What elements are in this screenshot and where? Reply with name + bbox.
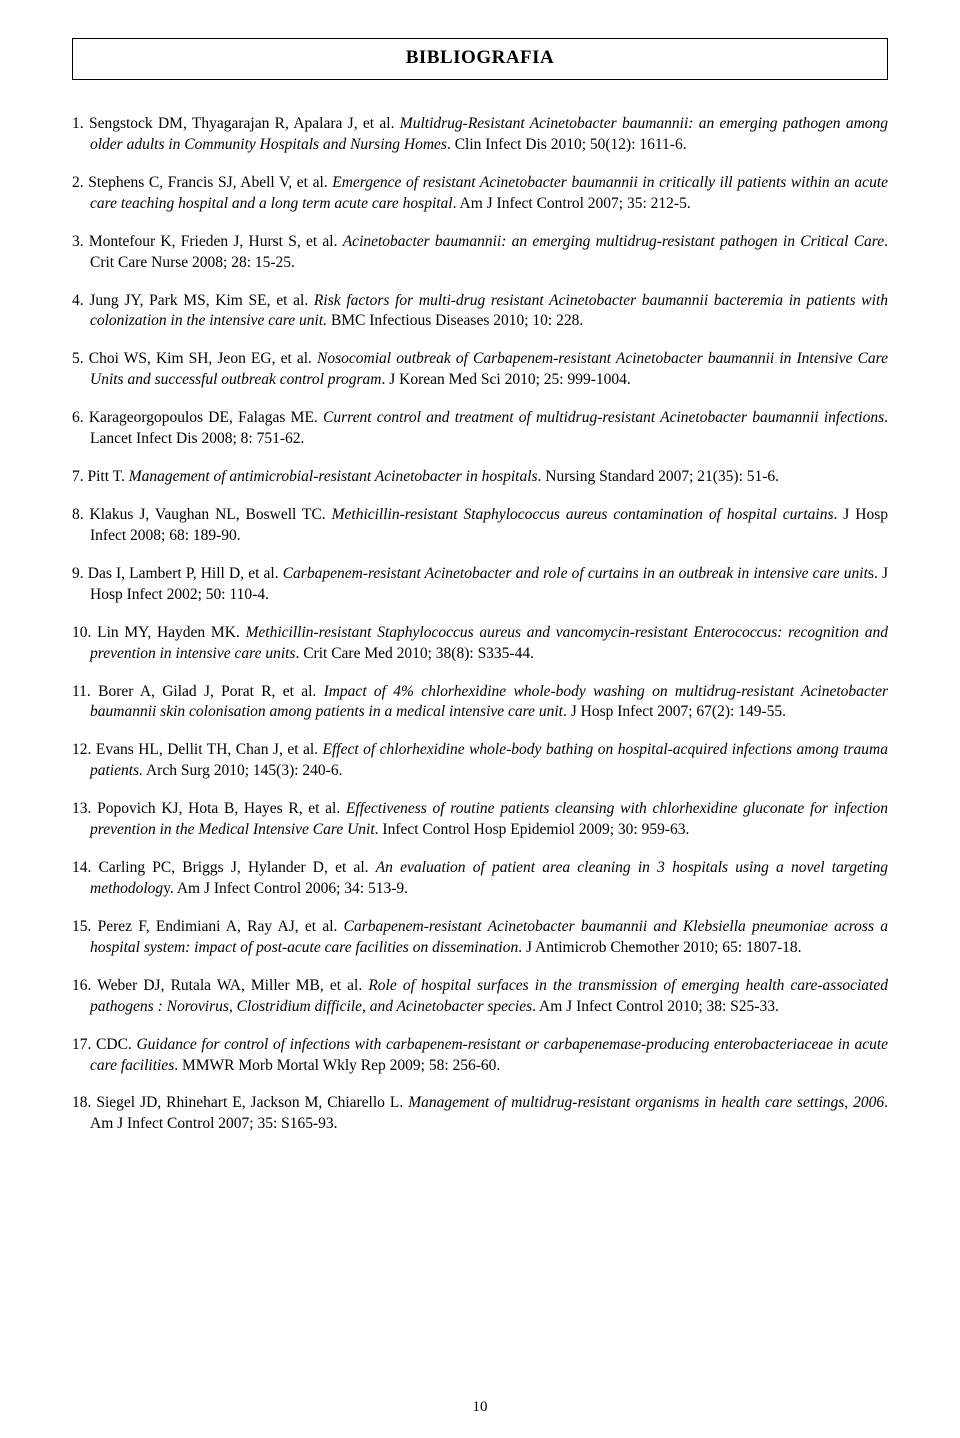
ref-authors: Pitt T. — [88, 468, 129, 485]
ref-authors: Sengstock DM, Thyagarajan R, Apalara J, … — [89, 115, 400, 132]
ref-number: 17. — [72, 1036, 96, 1053]
ref-number: 7. — [72, 468, 88, 485]
page-container: BIBLIOGRAFIA 1. Sengstock DM, Thyagaraja… — [0, 0, 960, 1438]
ref-citation: Arch Surg 2010; 145(3): 240-6. — [143, 762, 342, 779]
ref-citation: y. Am J Infect Control 2006; 34: 513-9. — [163, 880, 408, 897]
ref-number: 1. — [72, 115, 89, 132]
ref-authors: Weber DJ, Rutala WA, Miller MB, et al. — [97, 977, 368, 994]
ref-number: 3. — [72, 233, 89, 250]
ref-authors: Das I, Lambert P, Hill D, et al. — [88, 565, 283, 582]
reference-item: 16. Weber DJ, Rutala WA, Miller MB, et a… — [72, 976, 888, 1018]
ref-citation: . Clin Infect Dis 2010; 50(12): 1611-6. — [447, 136, 687, 153]
reference-item: 2. Stephens C, Francis SJ, Abell V, et a… — [72, 173, 888, 215]
ref-title: Management of antimicrobial-resistant Ac… — [129, 468, 538, 485]
ref-authors: Borer A, Gilad J, Porat R, et al. — [98, 683, 323, 700]
ref-authors: Jung JY, Park MS, Kim SE, et al. — [89, 292, 314, 309]
ref-authors: Karageorgopoulos DE, Falagas ME. — [89, 409, 323, 426]
ref-title: Acinetobacter baumannii: an emerging mul… — [343, 233, 884, 250]
ref-citation: . Crit Care Med 2010; 38(8): S335-44. — [295, 645, 534, 662]
ref-title: Management of multidrug-resistant organi… — [408, 1094, 884, 1111]
ref-number: 18. — [72, 1094, 96, 1111]
reference-item: 12. Evans HL, Dellit TH, Chan J, et al. … — [72, 740, 888, 782]
ref-number: 16. — [72, 977, 97, 994]
ref-authors: Evans HL, Dellit TH, Chan J, et al. — [96, 741, 323, 758]
reference-item: 14. Carling PC, Briggs J, Hylander D, et… — [72, 858, 888, 900]
ref-number: 9. — [72, 565, 88, 582]
references-list: 1. Sengstock DM, Thyagarajan R, Apalara … — [72, 114, 888, 1135]
page-number: 10 — [0, 1399, 960, 1416]
ref-citation: . Am J Infect Control 2010; 38: S25-33. — [532, 998, 779, 1015]
reference-item: 3. Montefour K, Frieden J, Hurst S, et a… — [72, 232, 888, 274]
reference-item: 5. Choi WS, Kim SH, Jeon EG, et al. Noso… — [72, 349, 888, 391]
ref-authors: Lin MY, Hayden MK. — [97, 624, 245, 641]
page-title: BIBLIOGRAFIA — [73, 47, 887, 69]
reference-item: 9. Das I, Lambert P, Hill D, et al. Carb… — [72, 564, 888, 606]
ref-citation: . J Korean Med Sci 2010; 25: 999-1004. — [381, 371, 630, 388]
ref-number: 15. — [72, 918, 98, 935]
ref-authors: Montefour K, Frieden J, Hurst S, et al. — [89, 233, 343, 250]
ref-citation: . Infect Control Hosp Epidemiol 2009; 30… — [375, 821, 690, 838]
ref-number: 4. — [72, 292, 89, 309]
ref-authors: Choi WS, Kim SH, Jeon EG, et al. — [89, 350, 317, 367]
reference-item: 4. Jung JY, Park MS, Kim SE, et al. Risk… — [72, 291, 888, 333]
ref-citation: . MMWR Morb Mortal Wkly Rep 2009; 58: 25… — [174, 1057, 500, 1074]
ref-number: 13. — [72, 800, 97, 817]
reference-item: 1. Sengstock DM, Thyagarajan R, Apalara … — [72, 114, 888, 156]
ref-number: 11. — [72, 683, 98, 700]
ref-citation: . J Hosp Infect 2007; 67(2): 149-55. — [563, 703, 786, 720]
ref-title: Current control and treatment of multidr… — [323, 409, 884, 426]
ref-authors: Popovich KJ, Hota B, Hayes R, et al. — [97, 800, 346, 817]
ref-number: 2. — [72, 174, 88, 191]
ref-authors: CDC. — [96, 1036, 136, 1053]
ref-number: 8. — [72, 506, 90, 523]
title-box: BIBLIOGRAFIA — [72, 38, 888, 80]
reference-item: 7. Pitt T. Management of antimicrobial-r… — [72, 467, 888, 488]
reference-item: 10. Lin MY, Hayden MK. Methicillin-resis… — [72, 623, 888, 665]
ref-title: Methicillin-resistant Staphylococcus aur… — [332, 506, 834, 523]
ref-number: 6. — [72, 409, 89, 426]
ref-authors: Siegel JD, Rhinehart E, Jackson M, Chiar… — [96, 1094, 408, 1111]
reference-item: 15. Perez F, Endimiani A, Ray AJ, et al.… — [72, 917, 888, 959]
ref-authors: Perez F, Endimiani A, Ray AJ, et al. — [98, 918, 344, 935]
reference-item: 11. Borer A, Gilad J, Porat R, et al. Im… — [72, 682, 888, 724]
ref-title: Carbapenem-resistant Acinetobacter and r… — [283, 565, 868, 582]
reference-item: 18. Siegel JD, Rhinehart E, Jackson M, C… — [72, 1093, 888, 1135]
ref-authors: Carling PC, Briggs J, Hylander D, et al. — [99, 859, 376, 876]
reference-item: 17. CDC. Guidance for control of infecti… — [72, 1035, 888, 1077]
ref-number: 12. — [72, 741, 96, 758]
reference-item: 13. Popovich KJ, Hota B, Hayes R, et al.… — [72, 799, 888, 841]
ref-citation: . Am J Infect Control 2007; 35: 212-5. — [453, 195, 691, 212]
reference-item: 6. Karageorgopoulos DE, Falagas ME. Curr… — [72, 408, 888, 450]
ref-citation: BMC Infectious Diseases 2010; 10: 228. — [327, 312, 583, 329]
ref-number: 5. — [72, 350, 89, 367]
ref-citation: . Nursing Standard 2007; 21(35): 51-6. — [538, 468, 780, 485]
reference-item: 8. Klakus J, Vaughan NL, Boswell TC. Met… — [72, 505, 888, 547]
ref-citation: . J Antimicrob Chemother 2010; 65: 1807-… — [518, 939, 801, 956]
ref-number: 10. — [72, 624, 97, 641]
ref-authors: Klakus J, Vaughan NL, Boswell TC. — [90, 506, 332, 523]
ref-authors: Stephens C, Francis SJ, Abell V, et al. — [88, 174, 332, 191]
ref-number: 14. — [72, 859, 99, 876]
